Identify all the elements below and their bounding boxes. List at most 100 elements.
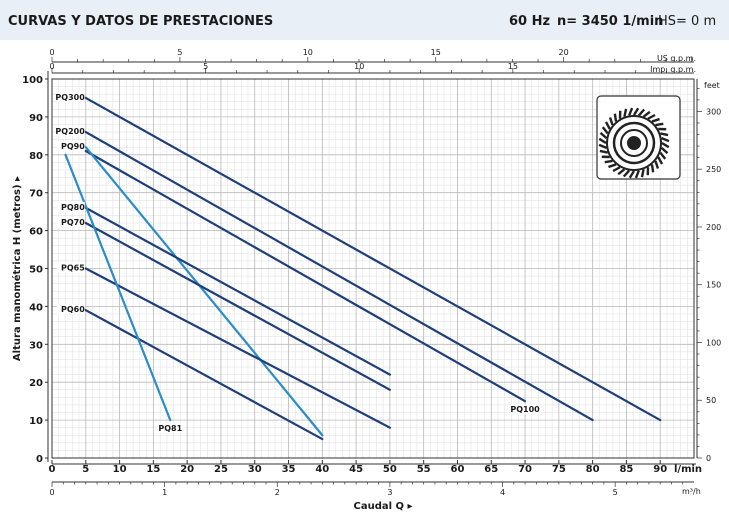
icon-blade [637, 108, 646, 117]
x-tick-label: 50 [383, 464, 397, 475]
series-label-bg [56, 141, 85, 152]
series-label-bg [56, 262, 85, 273]
series-label-bg [156, 423, 185, 434]
m3h-unit-label: m³/h [682, 487, 701, 496]
x-tick-label: 5 [82, 464, 89, 475]
x-tick-label: 75 [552, 464, 566, 475]
us-gpm-tick-label: 0 [49, 48, 54, 57]
hs-label: HS= 0 m [658, 14, 717, 29]
icon-blade [599, 131, 608, 140]
series-line-pq100 [84, 149, 527, 403]
m3h-tick-label: 3 [387, 488, 392, 497]
icon-blade [660, 132, 669, 137]
series-label-bg [511, 404, 540, 415]
pump-impeller-icon [596, 95, 681, 180]
icon-blade [612, 166, 621, 173]
series-label-bg [56, 304, 85, 315]
series-label-pq300: PQ300 [55, 93, 85, 102]
y-tick-label: 80 [29, 151, 43, 162]
series-label-pq81: PQ81 [158, 424, 182, 433]
imp-gpm-tick-label: 0 [49, 62, 54, 71]
x-tick-label: 30 [248, 464, 262, 475]
m3h-tick-label: 0 [49, 488, 54, 497]
feet-tick-label: 100 [706, 338, 721, 347]
icon-blade [601, 126, 609, 135]
icon-blade [604, 121, 611, 130]
series-line-pq70 [84, 221, 391, 391]
series-label-pq90: PQ90 [61, 142, 85, 151]
icon-blade [661, 137, 670, 143]
x-tick-label: 20 [180, 464, 194, 475]
x-tick-label: 0 [49, 464, 56, 475]
x-tick-label: 40 [315, 464, 329, 475]
x-tick-label: 85 [619, 464, 633, 475]
series-label-pq200: PQ200 [55, 127, 85, 136]
series-label-pq65: PQ65 [61, 264, 85, 273]
x-axis-label: Caudal Q ▸ [353, 501, 412, 512]
icon-hub [627, 136, 641, 150]
icon-blade [598, 137, 607, 145]
speed-label: n= 3450 1/min [557, 14, 664, 29]
icon-blade [660, 146, 669, 155]
icon-blade [599, 149, 608, 154]
series-line-pq60 [84, 309, 324, 441]
x-tick-label: 55 [417, 464, 431, 475]
series-line-pq80 [84, 206, 391, 376]
x-tick-label: 25 [214, 464, 228, 475]
us-gpm-tick-label: 20 [559, 48, 569, 57]
y-tick-label: 20 [29, 378, 43, 389]
icon-blade [654, 160, 660, 169]
series-label-bg [56, 201, 85, 212]
x-tick-label: 10 [113, 464, 127, 475]
icon-blade [634, 170, 640, 179]
icon-blade [613, 113, 618, 122]
series-group [64, 96, 662, 441]
icon-blade [632, 107, 640, 116]
x-tick-label: 65 [484, 464, 498, 475]
imp-gpm-unit-label: Imp. g.p.m. [650, 65, 696, 74]
x-tick-label: 80 [586, 464, 600, 475]
icon-ring-mid [612, 121, 656, 165]
us-gpm-tick-label: 5 [177, 48, 182, 57]
series-label-bg [56, 126, 85, 137]
x-tick-label: 45 [349, 464, 363, 475]
feet-tick-label: 300 [706, 107, 721, 116]
feet-tick-label: 250 [706, 165, 721, 174]
series-label-pq60: PQ60 [61, 305, 85, 314]
icon-blade [622, 169, 631, 178]
icon-blade [640, 169, 645, 178]
icon-blade [650, 164, 655, 173]
icon-blade [623, 108, 628, 117]
y-tick-label: 30 [29, 340, 43, 351]
y-tick-label: 70 [29, 189, 43, 200]
icon-blade [604, 159, 613, 164]
icon-blade [628, 170, 636, 179]
series-label-bg [56, 91, 85, 102]
chart-header: CURVAS Y DATOS DE PRESTACIONES 60 Hz n= … [0, 0, 729, 40]
series-line-pq300 [84, 96, 662, 422]
icon-blade [651, 117, 660, 123]
series-line-pq200 [84, 130, 594, 422]
us-gpm-unit-label: US g.p.m. [657, 54, 696, 63]
series-line-pq65 [84, 267, 391, 429]
frequency-label: 60 Hz [509, 14, 551, 29]
icon-ring-inner [620, 129, 648, 157]
m3h-tick-label: 1 [162, 488, 167, 497]
x-tick-label: 35 [282, 464, 296, 475]
y-axis-label: Altura manométrica H (metros) ▸ [11, 176, 23, 361]
grid-fine [52, 79, 694, 458]
m3h-tick-label: 2 [275, 488, 280, 497]
imp-gpm-tick-label: 15 [508, 62, 518, 71]
icon-blade [608, 163, 617, 169]
y-tick-label: 50 [29, 265, 43, 276]
us-gpm-tick-label: 15 [431, 48, 441, 57]
icon-blade [598, 143, 607, 149]
series-label-bg [56, 217, 85, 228]
x-tick-label: 60 [451, 464, 465, 475]
feet-tick-label: 0 [706, 454, 711, 463]
x-tick-label: 70 [518, 464, 532, 475]
series-labels: PQ300 PQ200 PQ100 PQ90 PQ80 PQ70 PQ65 PQ60 PQ81 [55, 91, 540, 434]
x-unit-label: l/min [674, 464, 702, 475]
